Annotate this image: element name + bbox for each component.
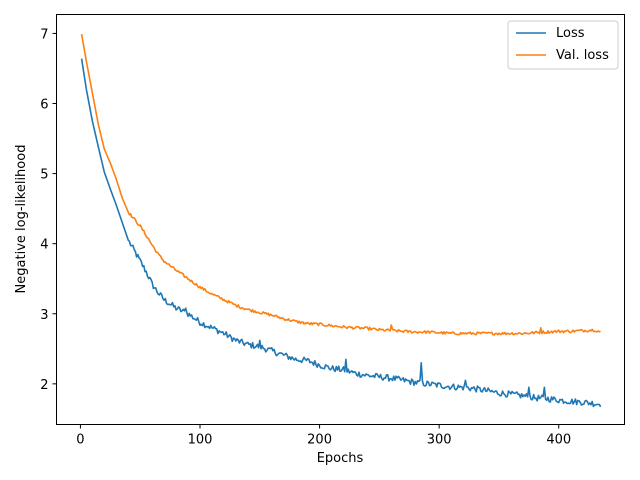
plot-frame: [56, 14, 625, 425]
y-tick-label: 7: [40, 27, 48, 42]
x-tick-label: 200: [307, 433, 332, 448]
x-tick-label: 100: [188, 433, 213, 448]
series-line-loss: [80, 58, 602, 408]
x-tick-label: 400: [546, 433, 571, 448]
legend-label-val-loss: Val. loss: [556, 48, 609, 63]
y-axis-label: Negative log-likelihood: [14, 145, 29, 294]
y-tick-label: 5: [40, 168, 48, 183]
x-tick-label: 0: [76, 433, 84, 448]
x-axis-ticks: 0 100 200 300 400: [76, 424, 571, 448]
legend-label-loss: Loss: [556, 26, 585, 41]
x-tick-label: 300: [427, 433, 452, 448]
y-tick-label: 3: [40, 308, 48, 323]
plot-lines: [80, 33, 602, 408]
y-axis-ticks: 2 3 4 5 6 7: [40, 27, 57, 393]
series-line-val-loss: [80, 33, 601, 336]
y-tick-label: 6: [40, 98, 48, 113]
legend: Loss Val. loss: [507, 20, 619, 70]
y-tick-label: 2: [40, 378, 48, 393]
y-tick-label: 4: [40, 238, 48, 253]
x-axis-label: Epochs: [317, 451, 364, 466]
